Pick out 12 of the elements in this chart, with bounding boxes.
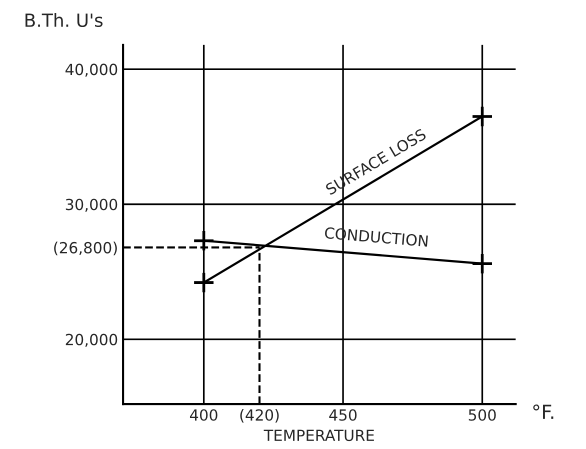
x-tick-label: 400 [190,409,218,421]
x-tick-label: 500 [468,409,496,421]
x-tick-label: (420) [240,408,279,423]
y-tick-label: 30,000 [66,198,118,212]
y-tick-label: (26,800) [54,242,117,256]
y-tick-label: 40,000 [65,64,118,77]
series-label: CONDUCTION [324,226,428,247]
text: °F. [533,404,554,419]
y-axis-title: B.Th. U's [26,13,103,28]
y-tick-label: 20,000 [66,334,118,347]
x-axis-title: TEMPERATURE [264,430,374,442]
x-tick-label: 450 [329,409,357,421]
